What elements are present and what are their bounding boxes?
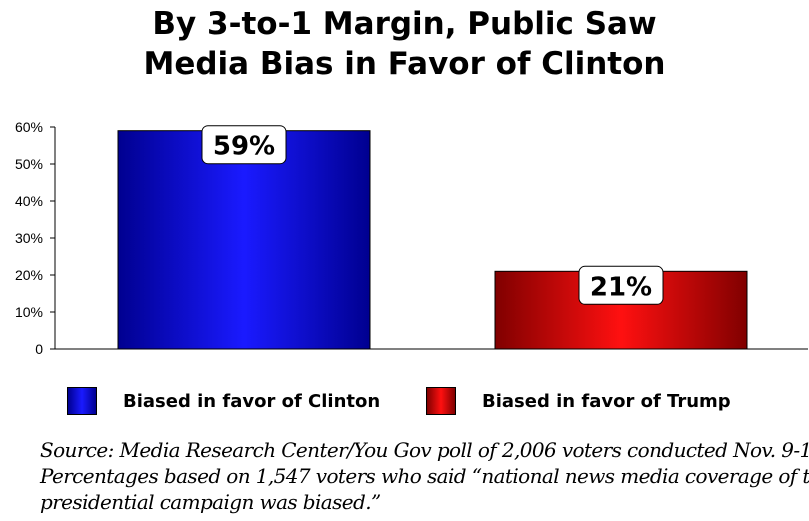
data-label: 59% [213, 132, 275, 162]
legend-swatch-clinton [67, 387, 97, 415]
source-line-2: Percentages based on 1,547 voters who sa… [40, 464, 809, 488]
chart-title: By 3-to-1 Margin, Public Saw Media Bias … [0, 4, 809, 84]
y-tick-label: 10% [15, 304, 43, 320]
y-tick-label: 50% [15, 156, 43, 172]
bar-clinton [117, 130, 371, 350]
y-tick-label: 20% [15, 267, 43, 283]
source-line-3: presidential campaign was biased.” [40, 490, 381, 514]
chart-title-line-1: By 3-to-1 Margin, Public Saw [152, 6, 657, 42]
bar-chart: 0 10% 20% 30% 40% 50% 60% 59% 21% [15, 119, 808, 357]
legend-label-trump: Biased in favor of Trump [482, 390, 731, 412]
source-line-1: Source: Media Research Center/You Gov po… [40, 438, 809, 462]
y-tick-label: 40% [15, 193, 43, 209]
data-label-box [201, 125, 287, 165]
legend-item-trump: Biased in favor of Trump [426, 386, 731, 416]
legend-label-clinton: Biased in favor of Clinton [123, 390, 381, 412]
y-tick-label: 60% [15, 119, 43, 135]
chart-title-line-2: Media Bias in Favor of Clinton [143, 46, 666, 82]
source-note: Source: Media Research Center/You Gov po… [40, 437, 809, 515]
data-label-box [578, 265, 664, 305]
legend-item-clinton: Biased in favor of Clinton [67, 386, 380, 416]
legend-swatch-trump [426, 387, 456, 415]
y-tick-label: 0 [35, 341, 43, 357]
y-tick-label: 30% [15, 230, 43, 246]
data-label: 21% [590, 272, 652, 302]
